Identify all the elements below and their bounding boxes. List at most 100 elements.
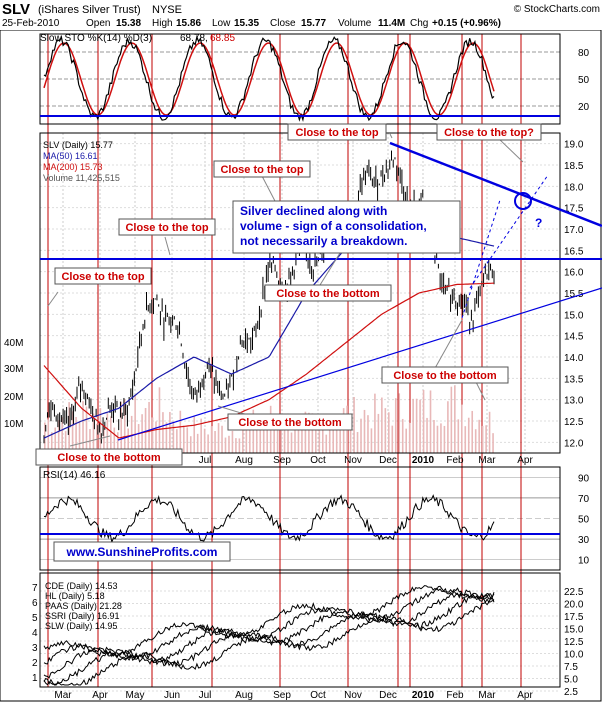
volume-label: Volume (338, 18, 372, 29)
volume-bar (207, 434, 209, 453)
bottom-panel-frame (39, 572, 561, 688)
projection-dashed-2 (469, 174, 549, 289)
volume-bar (189, 436, 192, 453)
price-tick-14.5: 14.5 (564, 332, 584, 343)
price-month-label-4: Jul (199, 455, 212, 466)
volume-bar (127, 428, 129, 453)
bottom-left-tick-4: 4 (32, 628, 38, 639)
volume-bar (96, 423, 98, 453)
price-tick-17.0: 17.0 (564, 225, 584, 236)
volume-bar (325, 434, 328, 453)
bottom-left-tick-5: 5 (32, 613, 38, 624)
close-label: Close (270, 18, 296, 29)
bottom-right-tick-22.5: 22.5 (564, 587, 584, 598)
volume-bar (301, 413, 303, 453)
volume-bar (148, 401, 150, 453)
declining-trendline (389, 141, 602, 228)
volume-bar (492, 433, 494, 453)
bottom-right-tick-20.0: 20.0 (564, 600, 584, 611)
high-label: High (152, 18, 173, 29)
volume-tick-10M: 10M (4, 419, 23, 430)
price-tick-18.5: 18.5 (564, 161, 584, 172)
volume-bar (391, 425, 394, 453)
outer-frame (0, 30, 602, 702)
price-tick-12.5: 12.5 (564, 417, 584, 428)
volume-bar (92, 413, 95, 453)
volume-bar (360, 418, 362, 453)
volume-bar (103, 427, 105, 453)
bottom-right-tick-5.0: 5.0 (564, 675, 578, 686)
volume-bar (200, 418, 202, 453)
volume-value: 11.4M (378, 18, 405, 29)
rsi-legend: RSI(14) 46.16 (43, 470, 106, 481)
volume-bar (408, 422, 411, 453)
high-value: 15.86 (176, 18, 201, 29)
volume-bar (82, 401, 84, 453)
volume-bar (162, 412, 164, 453)
price-tick-16.5: 16.5 (564, 246, 584, 257)
volume-bar (294, 428, 296, 453)
volume-bar (242, 428, 244, 453)
volume-bar (381, 397, 383, 453)
volume-bar (57, 420, 60, 453)
volume-bar (50, 432, 53, 453)
volume-bar (384, 408, 387, 453)
volume-bar (130, 415, 133, 453)
volume-bar (245, 420, 248, 453)
volume-bar (481, 425, 484, 453)
bottom-right-tick-7.5: 7.5 (564, 662, 578, 673)
exchange-text: NYSE (152, 4, 182, 16)
volume-bar (374, 393, 376, 453)
bottom-month-label-8: Nov (344, 690, 362, 701)
label-top-2: Close to the top (125, 222, 208, 234)
bottom-legend-cde: CDE (Daily) 14.53 (45, 581, 118, 591)
bottom-month-label-12: Mar (478, 690, 496, 701)
website-box[interactable] (53, 541, 231, 562)
bottom-month-label-11: Feb (446, 690, 464, 701)
bottom-month-label-4: Jul (199, 690, 212, 701)
rsi-tick-50: 50 (578, 515, 590, 526)
price-tick-15.0: 15.0 (564, 310, 584, 321)
price-tick-16.0: 16.0 (564, 268, 584, 279)
comment-line-2: volume - sign of a consolidation, (240, 219, 427, 233)
annotation-lines: ? (40, 115, 602, 535)
bottom-series-4 (43, 585, 495, 658)
price-tick-14.0: 14.0 (564, 353, 584, 364)
volume-bar (311, 413, 314, 453)
volume-bar (457, 419, 460, 453)
volume-bar (460, 404, 463, 453)
bottom-right-tick-17.5: 17.5 (564, 612, 584, 623)
volume-bar (273, 419, 275, 453)
chg-value: +0.15 (+0.96%) (432, 18, 501, 29)
volume-bar (321, 418, 324, 453)
chart-header: SLV (iShares Silver Trust) NYSE © StockC… (2, 1, 600, 29)
volume-bar (315, 415, 317, 453)
volume-bar (176, 429, 178, 453)
price-legend-ma50: MA(50) 16.61 (43, 151, 98, 161)
bottom-left-tick-6: 6 (32, 598, 38, 609)
volume-bar (203, 428, 206, 453)
label-top-4: Close to the top (295, 127, 378, 139)
bottom-series-3 (43, 587, 495, 665)
rising-support-line (117, 287, 602, 441)
volume-bar (217, 423, 220, 453)
volume-bar (342, 408, 345, 453)
bottom-legend-slw: SLW (Daily) 14.95 (45, 621, 117, 631)
open-value: 15.38 (116, 18, 141, 29)
label-bottom-4: Close to the bottom (393, 370, 496, 382)
volume-bar (172, 421, 175, 453)
volume-bar (394, 398, 397, 453)
bottom-legend-paas: PAAS (Daily) 21.28 (45, 601, 122, 611)
volume-bar (110, 416, 112, 453)
price-tick-18.0: 18.0 (564, 182, 584, 193)
volume-bar (158, 387, 161, 453)
volume-bar (304, 411, 307, 453)
volume-bar (280, 426, 282, 453)
volume-bar (54, 427, 57, 453)
volume-bar (224, 437, 227, 453)
website-link[interactable]: www.SunshineProfits.com (66, 545, 218, 559)
sto-legend-d: 68.85 (210, 33, 235, 44)
volume-bar (68, 402, 70, 453)
volume-bar (64, 431, 67, 453)
sto-k-line (43, 34, 495, 123)
